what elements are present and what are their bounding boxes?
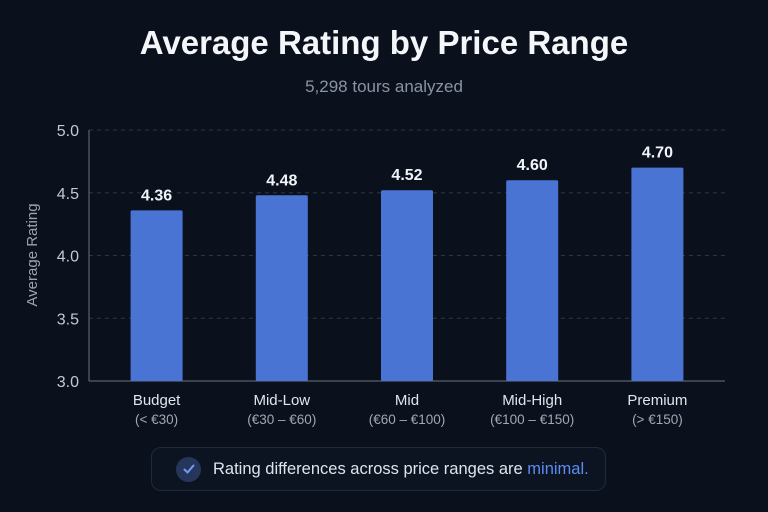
- x-tick-label: Mid-Low: [253, 392, 310, 409]
- x-tick-label: Mid: [395, 392, 419, 409]
- x-tick-sublabel: (€100 – €150): [490, 412, 574, 427]
- y-tick-label: 5.0: [57, 123, 79, 140]
- y-tick-label: 3.0: [57, 374, 79, 391]
- insight-note: Rating differences across price ranges a…: [151, 447, 606, 491]
- x-tick-label: Mid-High: [502, 392, 562, 409]
- data-label: 4.52: [391, 167, 422, 184]
- bar-mid-high: [506, 180, 559, 381]
- y-tick-label: 4.0: [57, 249, 79, 266]
- x-tick-label: Budget: [133, 392, 181, 409]
- chart-subtitle: 5,298 tours analyzed: [305, 77, 463, 96]
- check-circle-icon: [176, 456, 201, 482]
- x-tick-sublabel: (< €30): [135, 412, 178, 427]
- note-highlight: minimal.: [527, 459, 589, 478]
- x-tick-sublabel: (€60 – €100): [369, 412, 446, 427]
- data-label: 4.36: [141, 187, 172, 204]
- data-label: 4.70: [642, 145, 673, 162]
- data-label: 4.60: [517, 157, 548, 174]
- bar-premium: [631, 167, 684, 381]
- bar-chart: 3.0 3.5 4.0 4.5 5.0 Average Rating 4.36 Budget (…: [24, 123, 725, 427]
- x-tick-label: Premium: [627, 392, 687, 409]
- data-label: 4.48: [266, 172, 297, 189]
- bar-mid: [381, 190, 433, 381]
- x-tick-sublabel: (> €150): [632, 412, 683, 427]
- y-axis-label: Average Rating: [24, 203, 41, 306]
- chart-title: Average Rating by Price Range: [139, 24, 629, 61]
- y-tick-label: 3.5: [57, 311, 79, 328]
- x-tick-sublabel: (€30 – €60): [247, 412, 316, 427]
- bar-mid-low: [255, 195, 308, 381]
- y-tick-label: 4.5: [57, 186, 79, 203]
- note-text: Rating differences across price ranges a…: [213, 459, 589, 478]
- bar-budget: [130, 210, 183, 381]
